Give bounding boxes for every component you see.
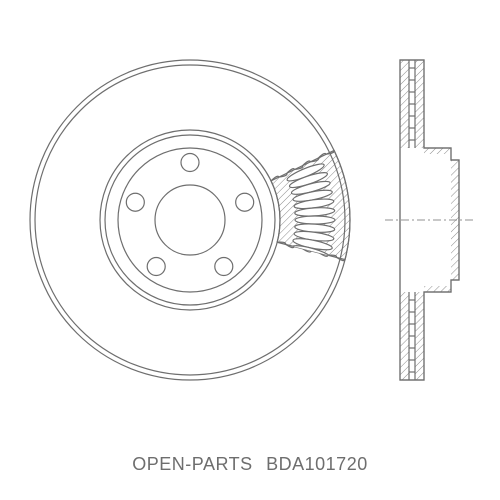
part-number-text: BDA101720 xyxy=(266,454,368,474)
brake-disc-diagram: OPEN-PARTS BDA101720 xyxy=(0,0,500,500)
technical-drawing xyxy=(0,0,500,430)
brand-text: OPEN-PARTS xyxy=(132,454,252,474)
disc-views-svg xyxy=(20,5,480,425)
product-label: OPEN-PARTS BDA101720 xyxy=(0,454,500,475)
